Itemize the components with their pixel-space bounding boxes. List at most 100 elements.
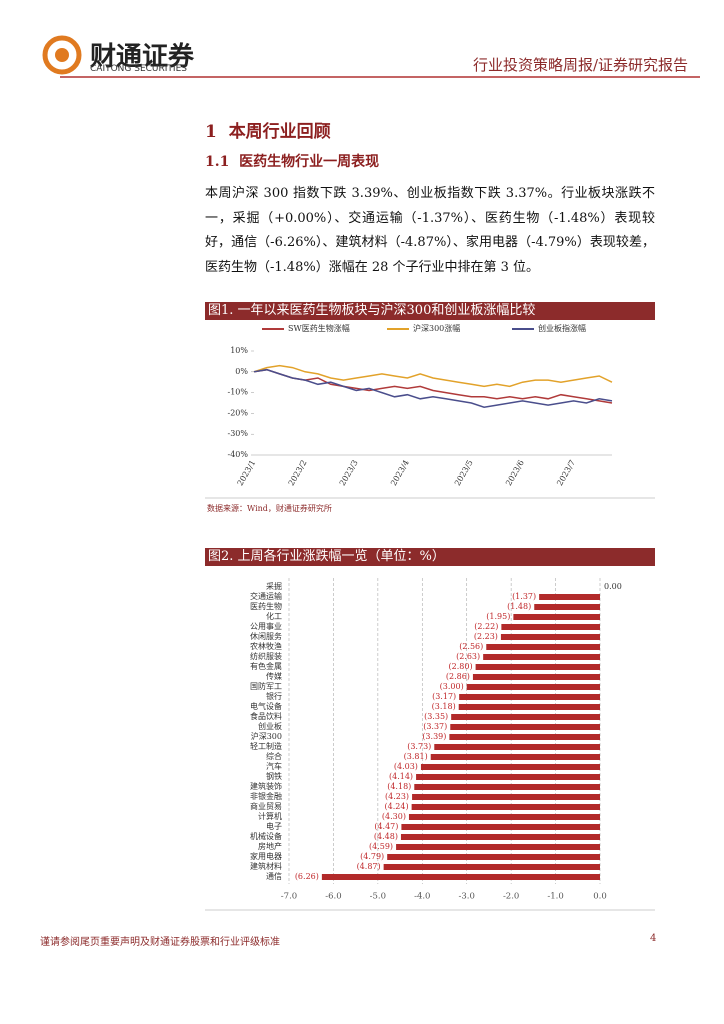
category-label: 医药生物 (250, 601, 282, 611)
logo-cn: 财通证券 (90, 42, 195, 72)
bar (383, 864, 600, 870)
bar (387, 854, 600, 860)
value-label: (4.24) (385, 802, 409, 811)
figure-source: 数据来源：Wind，财通证券研究所 (207, 504, 332, 513)
value-label: (2.56) (459, 642, 483, 651)
value-label: (4.59) (369, 842, 393, 851)
heading-text: 本周行业回顾 (228, 122, 331, 142)
x-tick-label: -5.0 (370, 892, 386, 902)
category-label: 非银金融 (250, 791, 282, 801)
bar (534, 604, 600, 610)
category-label: 公用事业 (250, 621, 282, 631)
x-tick-label: 2023/2 (287, 459, 309, 488)
subheading-text: 医药生物行业一周表现 (239, 154, 380, 170)
x-tick-label: 2023/3 (338, 459, 360, 488)
bar (459, 694, 600, 700)
figure-title: 图2. 上周各行业涨跌幅一览（单位：%） (205, 548, 655, 566)
value-label: (3.35) (424, 712, 448, 721)
x-tick-label: 2023/6 (504, 459, 526, 488)
value-label: (1.95) (486, 612, 510, 621)
value-label: (6.26) (295, 872, 319, 881)
category-label: 有色金属 (250, 661, 282, 671)
category-label: 计算机 (258, 811, 282, 821)
value-label: (2.80) (449, 662, 473, 671)
y-tick-label: 0% (235, 367, 248, 376)
bar (420, 764, 600, 770)
value-label: (4.18) (387, 782, 411, 791)
bar (434, 744, 600, 750)
logo-en: CAITONG SECURITIES (90, 64, 187, 74)
bar (416, 774, 600, 780)
bar (501, 624, 600, 630)
x-tick-label: 0.0 (593, 892, 607, 902)
bar (321, 874, 600, 880)
y-tick-label: 10% (230, 346, 248, 355)
value-label: (4.03) (394, 762, 418, 771)
value-label: (4.14) (389, 772, 413, 781)
value-label: (3.17) (432, 692, 456, 701)
value-label: (4.47) (374, 822, 398, 831)
bar (513, 614, 600, 620)
value-label: (4.79) (360, 852, 384, 861)
series-line (253, 364, 613, 388)
legend-label: 沪深300涨幅 (413, 323, 460, 333)
value-label: (1.37) (512, 592, 536, 601)
x-tick-label: -2.0 (503, 892, 519, 902)
y-tick-label: -20% (228, 408, 249, 417)
logo-icon (42, 35, 82, 75)
category-label: 汽车 (266, 761, 282, 771)
value-label: (3.73) (407, 742, 431, 751)
category-label: 电子 (266, 821, 282, 831)
heading: 1 本周行业回顾 (205, 117, 331, 142)
value-label: (3.39) (422, 732, 446, 741)
category-label: 轻工制造 (250, 741, 282, 751)
value-label: (2.63) (456, 652, 480, 661)
category-label: 化工 (266, 611, 282, 621)
value-label: (4.48) (374, 832, 398, 841)
series-line (253, 368, 613, 408)
category-label: 休闲服务 (250, 631, 282, 641)
y-tick-label: -40% (228, 450, 249, 459)
report-type: 行业投资策略周报/证券研究报告 (472, 56, 688, 74)
x-tick-label: -7.0 (281, 892, 297, 902)
x-tick-label: -4.0 (414, 892, 430, 902)
x-tick-label: 2023/5 (453, 459, 475, 488)
category-label: 综合 (266, 751, 282, 761)
category-label: 机械设备 (250, 831, 282, 841)
heading-num: 1 (205, 122, 217, 142)
category-label: 农林牧渔 (250, 641, 282, 651)
bar (475, 664, 600, 670)
line-chart: SW医药生物涨幅 沪深300涨幅 创业板指涨幅 10% 0% -10% -20% -30% -4… (228, 323, 613, 488)
value-label: (4.23) (385, 792, 409, 801)
bar (458, 704, 600, 710)
category-label: 采掘 (266, 581, 282, 591)
paragraph: 本周沪深 300 指数下跌 3.39%、创业板指数下跌 3.37%。行业板块涨跌… (205, 186, 655, 275)
footer-disclaimer: 谨请参阅尾页重要声明及财通证券股票和行业评级标准 (40, 937, 280, 948)
bar (414, 784, 600, 790)
y-tick-label: -10% (228, 388, 249, 397)
value-label: (2.23) (474, 632, 498, 641)
category-label: 钢铁 (266, 771, 282, 781)
value-label: (1.48) (507, 602, 531, 611)
page-number: 4 (650, 933, 657, 944)
y-tick-label: -30% (228, 429, 249, 438)
legend-label: 创业板指涨幅 (538, 323, 586, 333)
category-label: 沪深300 (251, 731, 282, 741)
value-label: (2.86) (446, 672, 470, 681)
x-tick-label: 2023/1 (236, 459, 258, 488)
category-label: 建筑装饰 (250, 781, 282, 791)
bar (539, 594, 600, 600)
x-tick-label: -1.0 (547, 892, 563, 902)
bar (466, 684, 600, 690)
category-label: 建筑材料 (250, 861, 282, 871)
bar (483, 654, 600, 660)
value-label: (3.00) (440, 682, 464, 691)
x-tick-label: -6.0 (325, 892, 341, 902)
category-label: 房地产 (258, 841, 282, 851)
bar (411, 804, 600, 810)
bar (472, 674, 600, 680)
series-line (253, 368, 613, 404)
bar (396, 844, 600, 850)
